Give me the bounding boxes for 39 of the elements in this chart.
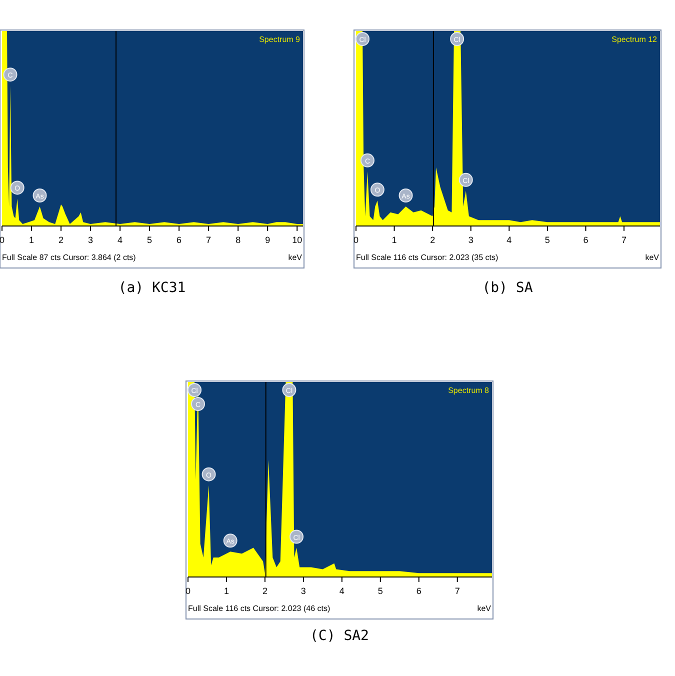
x-tick-label: 6	[176, 235, 182, 245]
x-tick-label: 4	[506, 235, 512, 245]
x-tick-label: 6	[583, 235, 588, 245]
x-tick-label: 0	[353, 235, 359, 245]
x-tick-label: 2	[262, 586, 268, 596]
x-tick-label: 1	[224, 586, 229, 596]
x-tick-label: 3	[88, 235, 94, 245]
x-tick-label: 5	[147, 235, 152, 245]
x-tick-label: 2	[58, 235, 64, 245]
x-tick-label: 6	[416, 586, 422, 596]
text: (b) SA	[482, 280, 534, 296]
x-tick-label: 9	[265, 235, 270, 245]
x-tick-label: 7	[622, 235, 627, 245]
text: (a) KC31	[118, 280, 186, 296]
x-tick-label: 7	[206, 235, 212, 245]
x-tick-label: 3	[300, 586, 306, 596]
annotation: Spectrum 8	[448, 386, 490, 395]
x-tick-label: 10	[292, 235, 302, 245]
annotation: Spectrum 12	[612, 35, 658, 44]
annotation: Spectrum 9	[259, 35, 301, 44]
x-tick-label: 1	[392, 235, 397, 245]
text: Full Scale 116 cts Cursor: 2.023 (46 cts)	[188, 604, 330, 613]
x-axis-title: keV	[288, 253, 303, 262]
x-tick-label: 0	[185, 586, 191, 596]
x-tick-label: 0	[0, 235, 5, 245]
x-tick-label: 5	[378, 586, 383, 596]
x-tick-label: 3	[468, 235, 474, 245]
x-tick-label: 4	[339, 586, 344, 596]
x-tick-label: 8	[236, 235, 241, 245]
x-tick-label: 1	[29, 235, 34, 245]
text: Full Scale 87 cts Cursor: 3.864 (2 cts)	[2, 253, 136, 262]
x-tick-label: 5	[544, 235, 550, 245]
x-axis-title: keV	[477, 604, 492, 613]
text: (C) SA2	[310, 628, 370, 644]
x-tick-label: 2	[430, 235, 436, 245]
x-tick-label: 4	[118, 235, 123, 245]
x-axis-title: keV	[645, 253, 660, 262]
text: Full Scale 116 cts Cursor: 2.023 (35 cts)	[356, 253, 498, 262]
x-tick-label: 7	[454, 586, 460, 596]
